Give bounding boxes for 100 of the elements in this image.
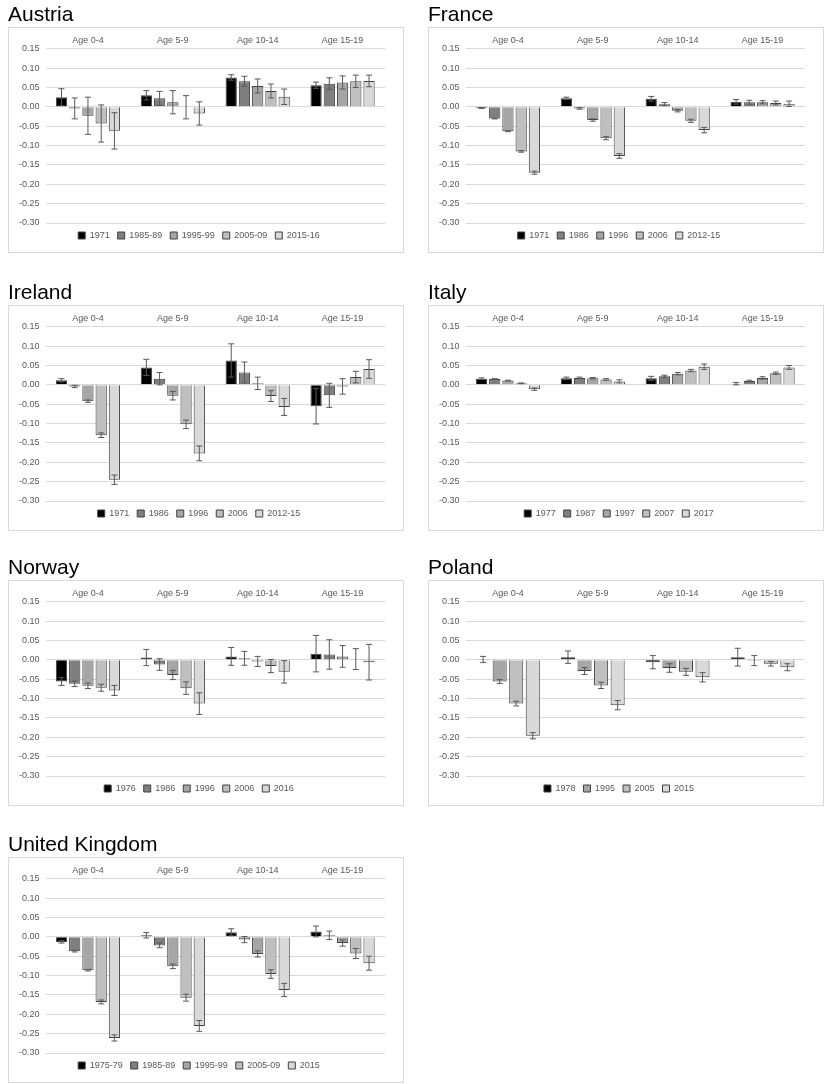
y-tick-label: -0.15 xyxy=(19,159,40,170)
y-tick-label: -0.30 xyxy=(439,770,460,781)
chart-title: Poland xyxy=(428,554,495,580)
y-tick-label: -0.25 xyxy=(19,476,40,487)
y-tick-label: -0.10 xyxy=(19,418,40,429)
legend-label: 2012-15 xyxy=(267,507,301,518)
x-tick-label: Age 5-9 xyxy=(157,587,189,598)
legend-label: 2005-09 xyxy=(247,1059,281,1070)
y-tick-label: 0.15 xyxy=(21,321,40,332)
legend-label: 1985-89 xyxy=(129,229,163,240)
x-tick-label: Age 5-9 xyxy=(577,587,609,598)
y-tick-label: -0.20 xyxy=(439,456,460,467)
y-tick-label: -0.30 xyxy=(439,217,460,228)
y-tick-label: -0.25 xyxy=(439,198,460,209)
y-tick-label: -0.10 xyxy=(439,140,460,151)
legend-label: 1976 xyxy=(115,782,136,793)
y-tick-label: 0.15 xyxy=(21,43,40,54)
legend-label: 2006 xyxy=(234,782,255,793)
y-tick-label: 0.10 xyxy=(21,62,40,73)
legend-label: 1986 xyxy=(155,782,176,793)
y-tick-label: 0.10 xyxy=(21,340,40,351)
y-tick-label: 0.10 xyxy=(441,615,460,626)
legend-label: 2005 xyxy=(634,782,655,793)
x-tick-label: Age 0-4 xyxy=(492,587,524,598)
y-tick-label: -0.05 xyxy=(439,120,460,131)
y-tick-label: -0.10 xyxy=(19,970,40,981)
legend-label: 1971 xyxy=(529,229,550,240)
chart-title: Ireland xyxy=(8,279,74,305)
x-tick-label: Age 10-14 xyxy=(656,587,699,598)
y-tick-label: -0.15 xyxy=(439,712,460,723)
chart-title: Norway xyxy=(8,554,81,580)
chart-title: Italy xyxy=(428,279,468,305)
legend-label: 1977 xyxy=(535,507,556,518)
legend-label: 2015 xyxy=(299,1059,320,1070)
legend-label: 2015-16 xyxy=(286,229,320,240)
y-tick-label: -0.30 xyxy=(19,1047,40,1058)
y-tick-label: -0.30 xyxy=(19,495,40,506)
y-tick-label: 0.05 xyxy=(441,82,460,92)
y-tick-label: -0.10 xyxy=(19,140,40,151)
x-tick-label: Age 10-14 xyxy=(236,34,279,45)
y-tick-label: 0.00 xyxy=(441,379,460,390)
y-tick-label: -0.20 xyxy=(439,731,460,742)
y-tick-label: 0.00 xyxy=(21,654,40,665)
y-tick-label: -0.05 xyxy=(19,398,40,409)
legend-label: 1996 xyxy=(608,229,629,240)
y-tick-label: -0.20 xyxy=(439,178,460,189)
y-tick-label: 0.00 xyxy=(21,931,40,942)
x-tick-label: Age 10-14 xyxy=(236,864,279,875)
y-tick-label: 0.05 xyxy=(441,360,460,370)
legend-label: 1978 xyxy=(555,782,576,793)
x-tick-label: Age 15-19 xyxy=(321,34,364,45)
legend-label: 2005-09 xyxy=(234,229,268,240)
y-tick-label: 0.05 xyxy=(441,635,460,645)
y-tick-label: 0.05 xyxy=(21,912,40,922)
y-tick-label: -0.25 xyxy=(439,751,460,762)
legend-label: 1997 xyxy=(614,507,635,518)
y-tick-label: -0.15 xyxy=(19,712,40,723)
y-tick-label: -0.25 xyxy=(439,476,460,487)
x-tick-label: Age 5-9 xyxy=(577,312,609,323)
y-tick-label: 0.10 xyxy=(441,62,460,73)
legend-label: 1975-79 xyxy=(89,1059,123,1070)
x-tick-label: Age 5-9 xyxy=(577,34,609,45)
x-tick-label: Age 10-14 xyxy=(656,312,699,323)
y-tick-label: 0.10 xyxy=(21,615,40,626)
y-tick-label: -0.30 xyxy=(19,770,40,781)
legend-label: 1995-99 xyxy=(194,1059,228,1070)
y-tick-label: -0.15 xyxy=(19,989,40,1000)
y-tick-label: 0.05 xyxy=(21,82,40,92)
y-tick-label: -0.15 xyxy=(439,437,460,448)
y-tick-label: -0.15 xyxy=(19,437,40,448)
y-tick-label: 0.15 xyxy=(21,873,40,884)
x-tick-label: Age 0-4 xyxy=(492,34,524,45)
y-tick-label: -0.20 xyxy=(19,178,40,189)
legend-label: 1996 xyxy=(194,782,215,793)
y-tick-label: -0.05 xyxy=(19,950,40,961)
y-tick-label: -0.20 xyxy=(19,1008,40,1019)
y-tick-label: 0.15 xyxy=(441,43,460,54)
y-tick-label: 0.15 xyxy=(441,596,460,607)
y-tick-label: 0.00 xyxy=(441,654,460,665)
legend-label: 2007 xyxy=(654,507,675,518)
legend-label: 2006 xyxy=(647,229,668,240)
x-tick-label: Age 5-9 xyxy=(157,864,189,875)
y-tick-label: -0.30 xyxy=(439,495,460,506)
y-tick-label: 0.00 xyxy=(441,101,460,112)
y-tick-label: -0.25 xyxy=(19,1028,40,1039)
x-tick-label: Age 0-4 xyxy=(492,312,524,323)
legend-label: 1985-89 xyxy=(142,1059,176,1070)
y-tick-label: -0.25 xyxy=(19,198,40,209)
y-tick-label: 0.15 xyxy=(21,596,40,607)
legend-label: 2015 xyxy=(674,782,695,793)
legend-label: 2006 xyxy=(227,507,248,518)
x-tick-label: Age 15-19 xyxy=(321,312,364,323)
y-tick-label: 0.10 xyxy=(441,340,460,351)
x-tick-label: Age 5-9 xyxy=(157,312,189,323)
y-tick-label: -0.30 xyxy=(19,217,40,228)
legend-label: 1986 xyxy=(568,229,589,240)
legend-label: 2016 xyxy=(273,782,294,793)
y-tick-label: -0.05 xyxy=(439,673,460,684)
x-tick-label: Age 15-19 xyxy=(741,312,784,323)
x-tick-label: Age 0-4 xyxy=(72,312,104,323)
